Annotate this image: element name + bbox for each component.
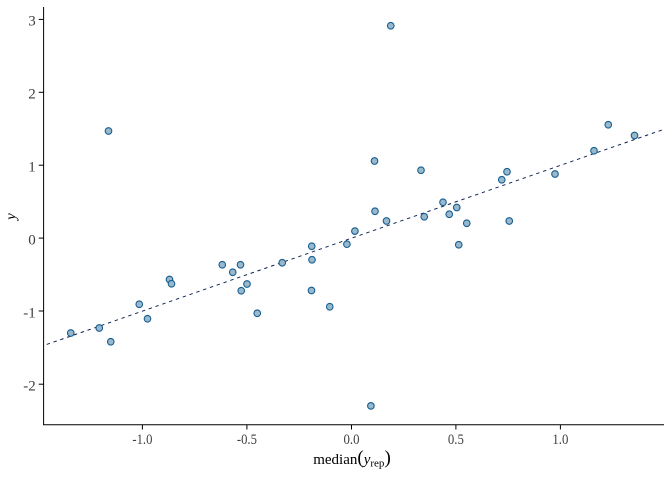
svg-text:0.0: 0.0 (344, 432, 360, 448)
svg-text:-1.0: -1.0 (132, 432, 152, 448)
svg-text:1.0: 1.0 (552, 432, 568, 448)
svg-text:-1: -1 (23, 305, 36, 321)
svg-text:0.5: 0.5 (448, 432, 464, 448)
svg-text:0: 0 (28, 232, 36, 248)
svg-text:2: 2 (28, 87, 36, 103)
svg-text:1: 1 (28, 160, 36, 176)
svg-text:3: 3 (28, 14, 36, 30)
svg-text:-0.5: -0.5 (237, 432, 257, 448)
svg-text:y: y (4, 213, 20, 222)
svg-text:-2: -2 (23, 379, 36, 395)
